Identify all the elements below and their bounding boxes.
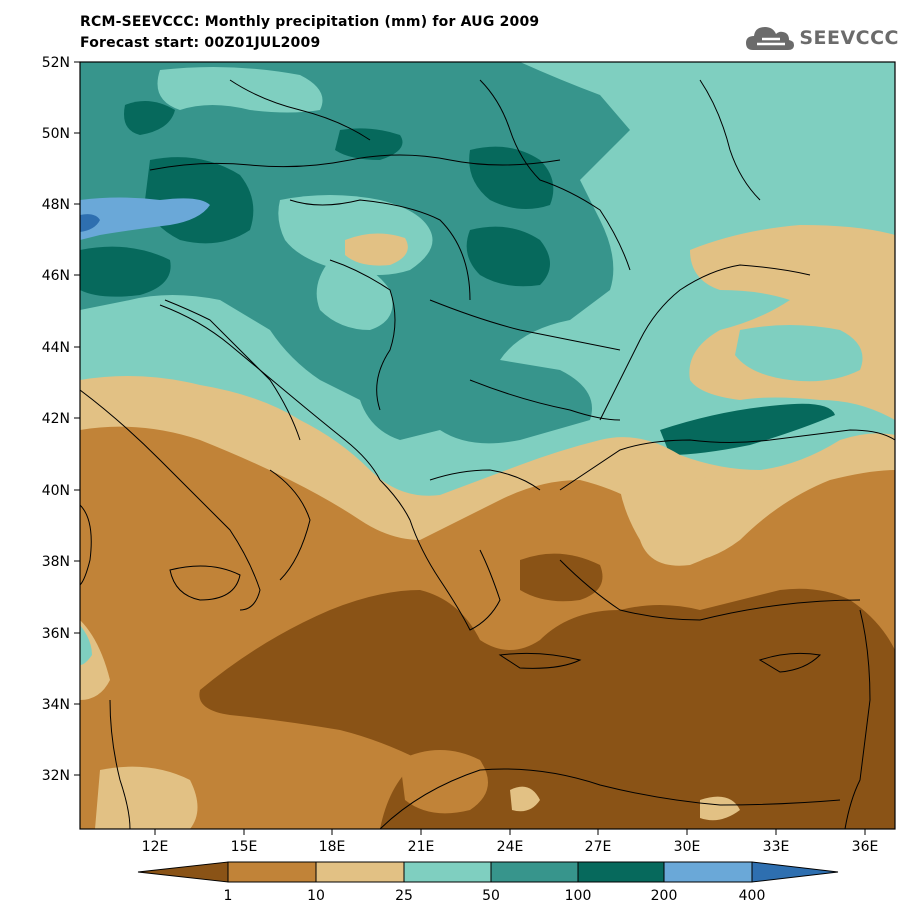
lat-label: 38N (42, 554, 70, 570)
lat-label: 42N (42, 411, 70, 427)
lon-label: 30E (674, 839, 701, 855)
colorbar-segment (663, 861, 753, 883)
colorbar-label: 10 (307, 888, 325, 904)
lat-label: 40N (42, 483, 70, 499)
longitude-labels: 12E 15E 18E 21E 24E 27E 30E 33E 36E (142, 839, 879, 855)
lat-label: 48N (42, 197, 70, 213)
colorbar-label: 100 (565, 888, 592, 904)
colorbar-label: 200 (651, 888, 678, 904)
map-frame-border (79, 61, 896, 830)
lon-label: 21E (408, 839, 435, 855)
latitude-labels: 52N 50N 48N 46N 44N 42N 40N 38N 36N 34N … (42, 55, 70, 784)
colorbar-segment (227, 861, 317, 883)
lat-label: 46N (42, 268, 70, 284)
colorbar (137, 861, 839, 883)
lon-label: 18E (319, 839, 346, 855)
lon-label: 33E (763, 839, 790, 855)
cloud-icon (746, 27, 795, 50)
colorbar-label: 400 (739, 888, 766, 904)
colorbar-label: 50 (482, 888, 500, 904)
colorbar-labels: 1 10 25 50 100 200 400 (224, 888, 766, 904)
seevccc-logo: SEEVCCC (745, 22, 899, 54)
precipitation-field (80, 62, 895, 829)
colorbar-segment (403, 861, 492, 883)
colorbar-segment-gt400 (751, 861, 839, 883)
lon-label: 24E (497, 839, 524, 855)
map-title: RCM-SEEVCCC: Monthly precipitation (mm) … (80, 14, 540, 30)
colorbar-label: 1 (224, 888, 233, 904)
lon-label: 15E (231, 839, 258, 855)
colorbar-segment-lt1 (137, 861, 229, 883)
lat-label: 36N (42, 626, 70, 642)
longitude-axis (154, 829, 866, 835)
forecast-start-label: Forecast start: 00Z01JUL2009 (80, 35, 321, 51)
lat-label: 44N (42, 340, 70, 356)
lat-label: 52N (42, 55, 70, 71)
lat-label: 50N (42, 126, 70, 142)
colorbar-label: 25 (395, 888, 413, 904)
colorbar-segment (315, 861, 405, 883)
colorbar-segment (490, 861, 579, 883)
lat-label: 34N (42, 697, 70, 713)
coastline-borders (80, 79, 895, 829)
lon-label: 36E (852, 839, 879, 855)
colorbar-segment (577, 861, 665, 883)
logo-text: SEEVCCC (799, 27, 899, 49)
lon-label: 27E (585, 839, 612, 855)
lon-label: 12E (142, 839, 169, 855)
lat-label: 32N (42, 768, 70, 784)
latitude-axis (74, 61, 80, 776)
